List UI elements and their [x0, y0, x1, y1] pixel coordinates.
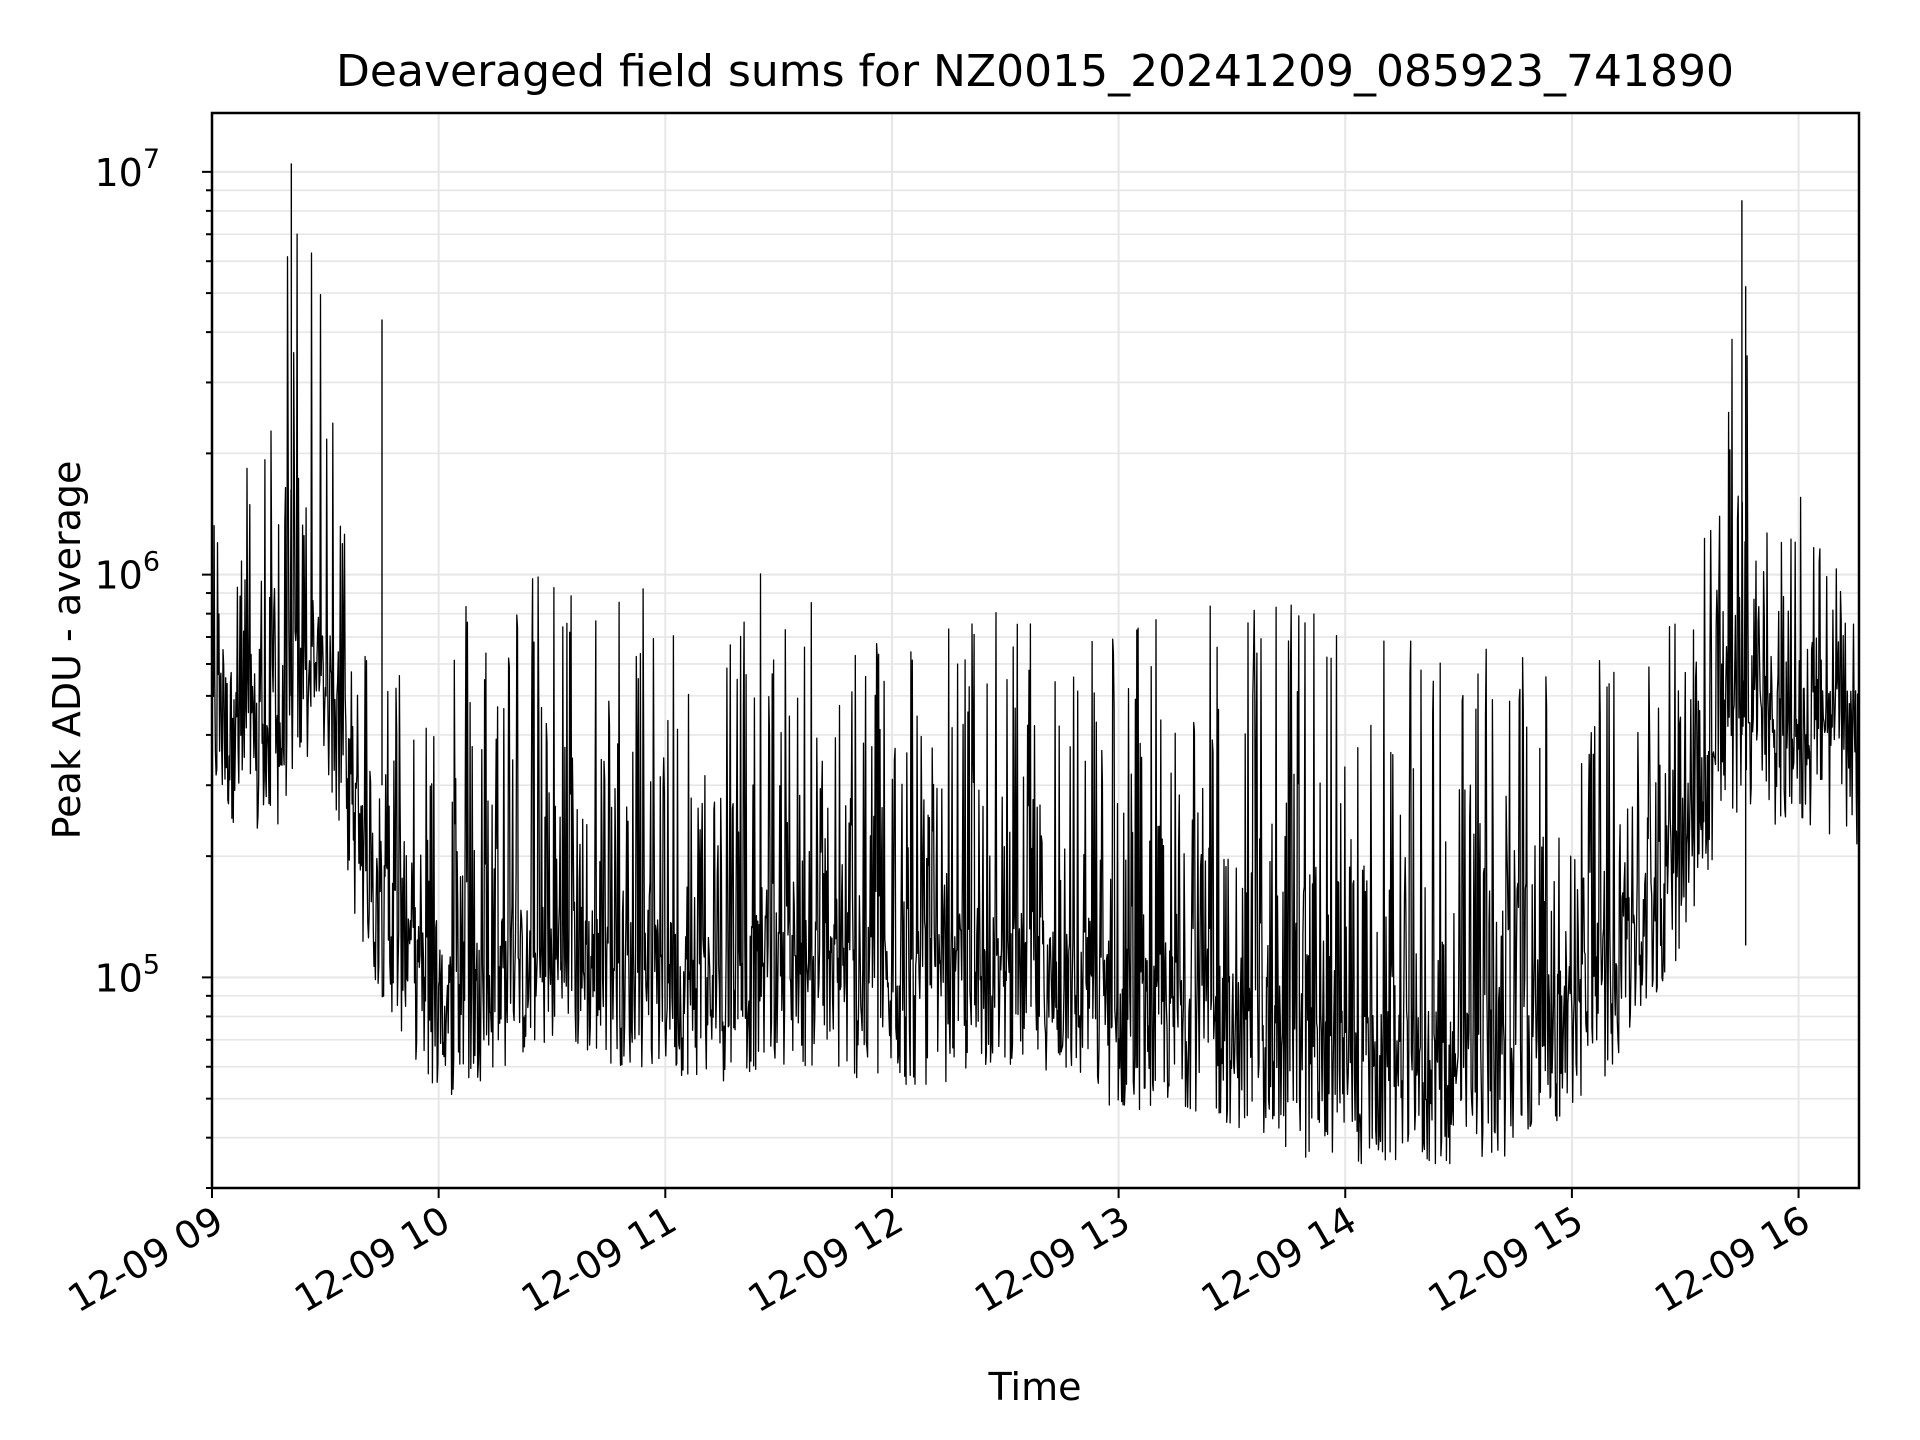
y-tick-label: 107 — [94, 144, 160, 195]
y-tick-exponent: 7 — [143, 144, 160, 175]
plot-frame — [210, 111, 1861, 1190]
plot-area — [211, 163, 1860, 1165]
y-tick-exponent: 5 — [143, 949, 160, 980]
x-axis-label: Time — [988, 1365, 1082, 1409]
y-tick-base: 10 — [94, 151, 142, 195]
series-line — [211, 233, 1860, 1165]
y-tick-label: 106 — [94, 547, 160, 598]
y-tick-label: 105 — [94, 949, 160, 1000]
y-tick-exponent: 6 — [143, 547, 160, 578]
y-axis-label: Peak ADU - average — [45, 461, 89, 840]
chart-title: Deaveraged field sums for NZ0015_2024120… — [336, 46, 1734, 97]
y-tick-base: 10 — [94, 956, 142, 1000]
y-tick-base: 10 — [94, 554, 142, 598]
